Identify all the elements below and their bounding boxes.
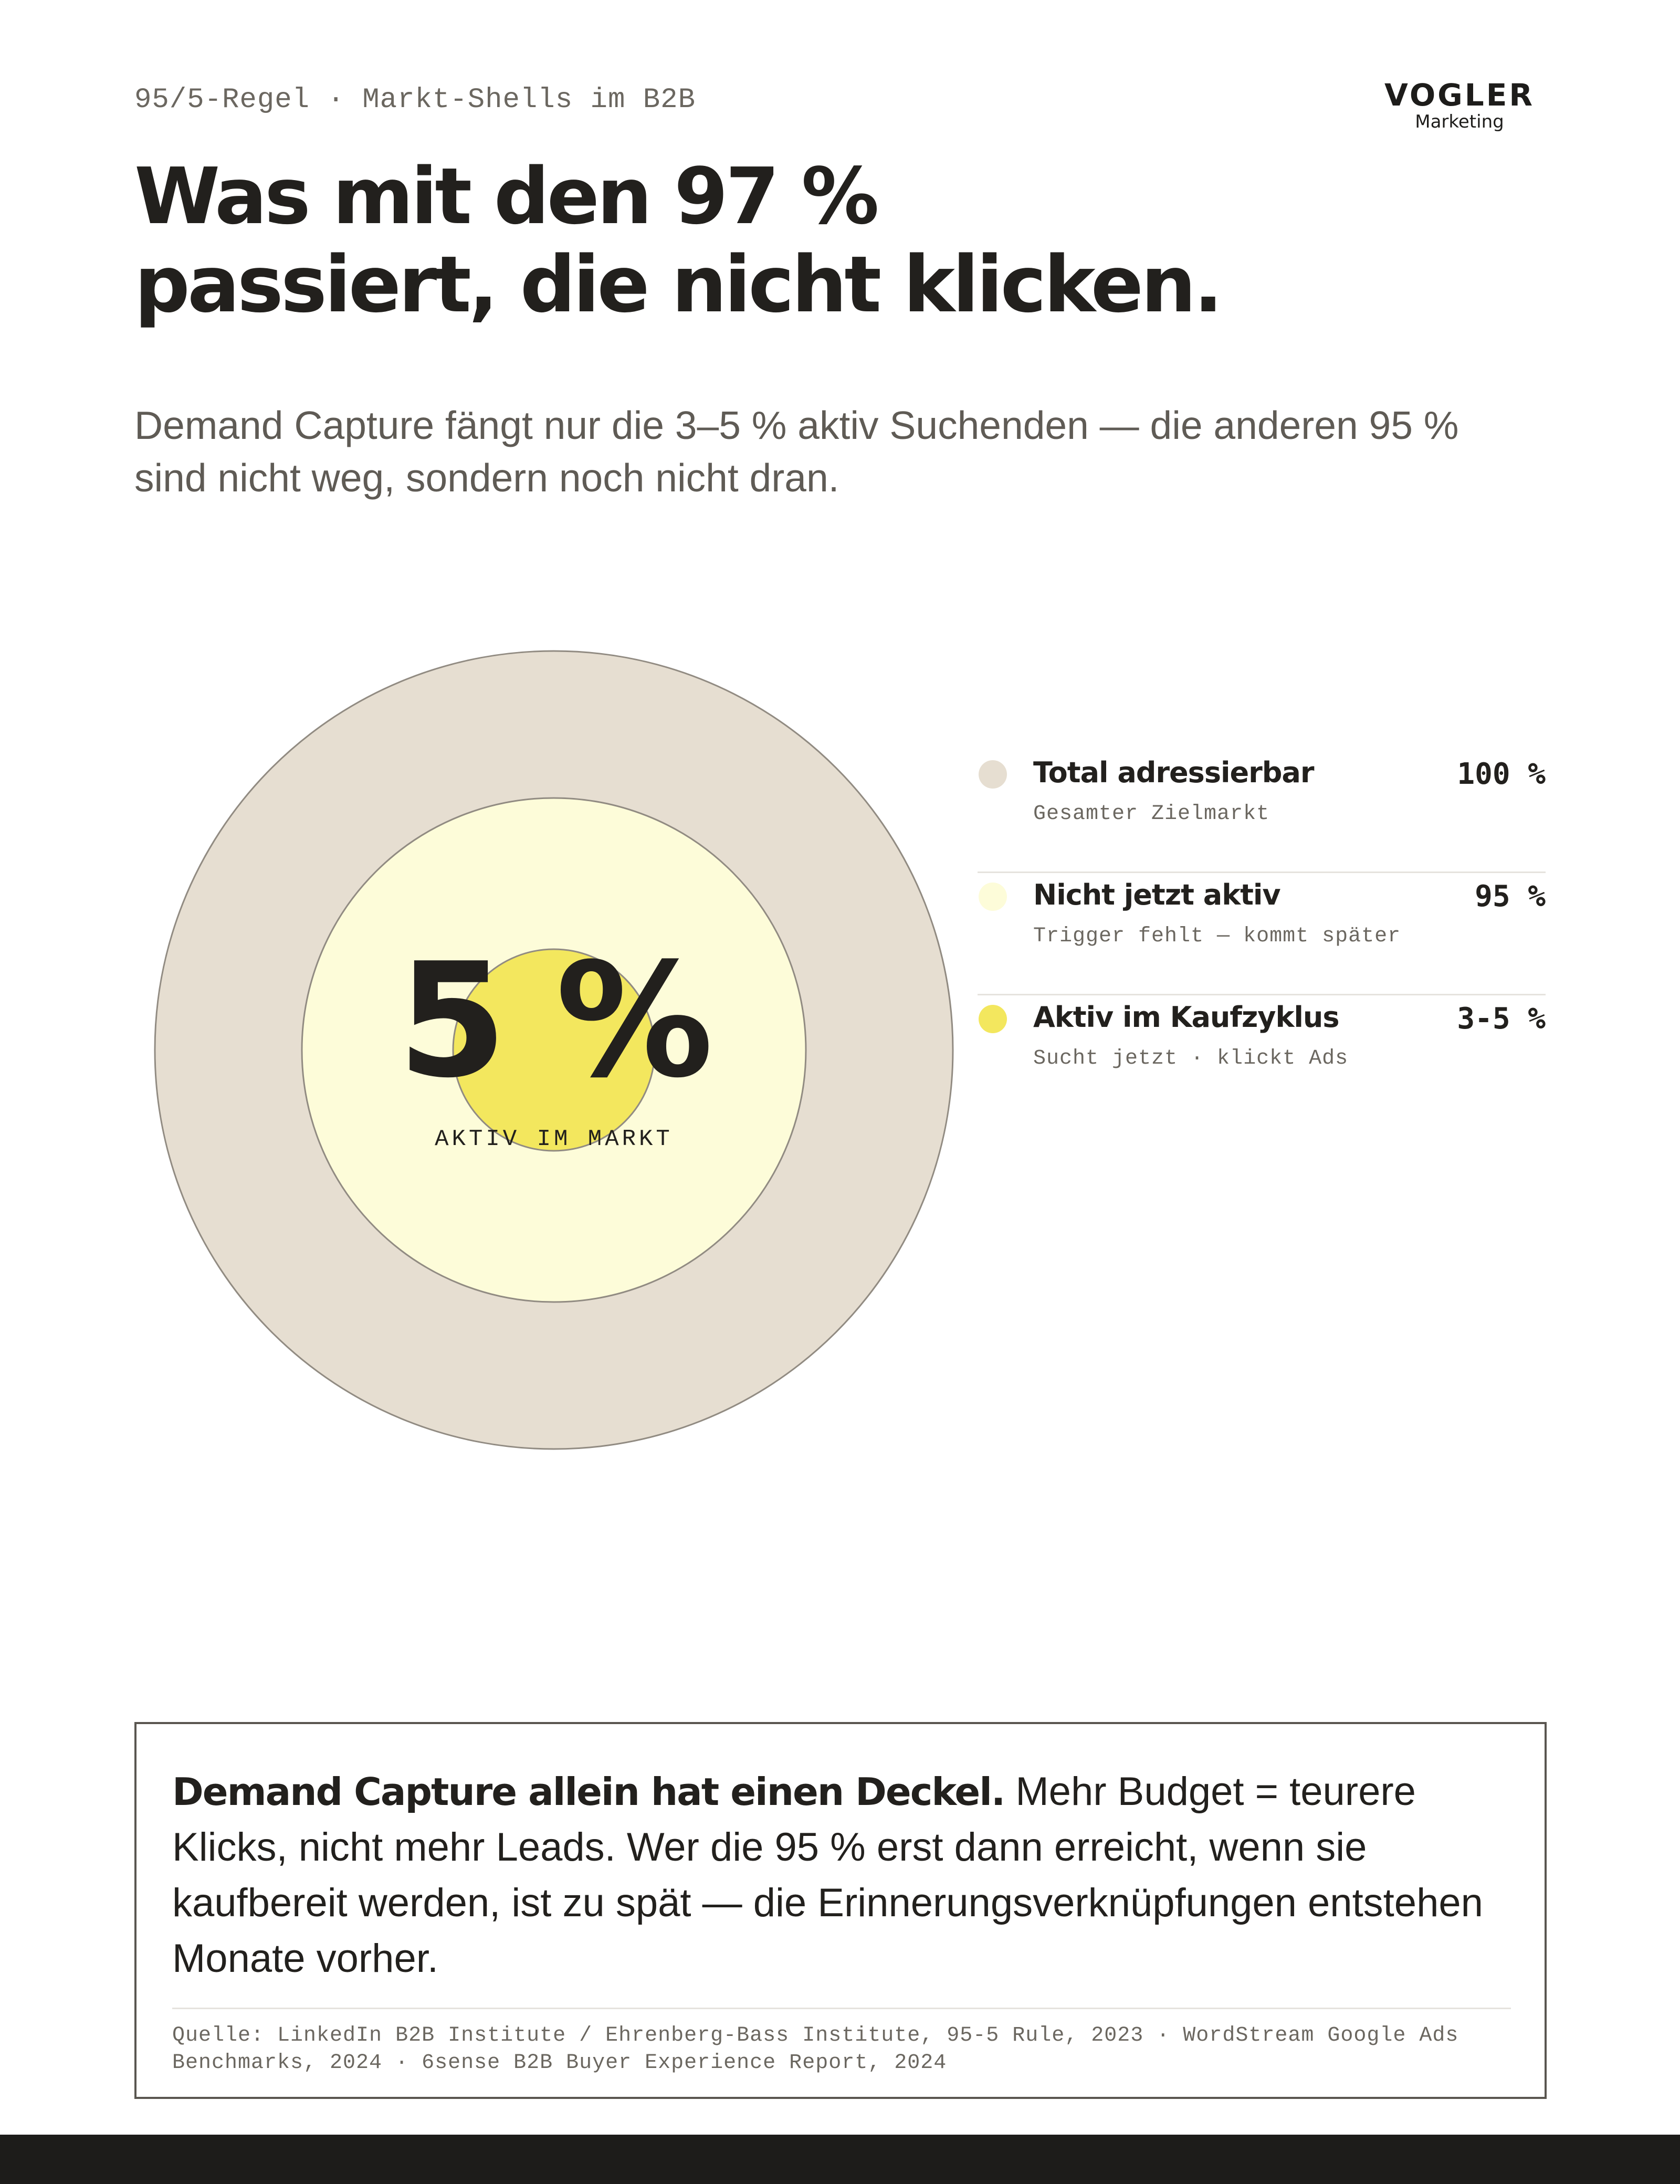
legend-dot: [979, 760, 1007, 789]
legend-value: 95 %: [1475, 879, 1546, 914]
center-label: AKTIV IM MARKT: [435, 1126, 673, 1152]
footer-bar: [0, 2135, 1680, 2184]
callout-divider: [172, 2008, 1511, 2009]
subline-line-2: sind nicht weg, sondern noch nicht dran.: [134, 456, 839, 500]
legend-title: Nicht jetzt aktiv: [1033, 878, 1281, 911]
callout-bold-lead: Demand Capture allein hat einen Deckel.: [172, 1770, 1005, 1814]
source-line-2: Benchmarks, 2024 · 6sense B2B Buyer Expe…: [172, 2051, 947, 2075]
legend-dot: [979, 883, 1007, 911]
market-circles-diagram: 5 % AKTIV IM MARKT: [152, 648, 956, 1452]
center-percentage: 5 %: [397, 929, 713, 1112]
brand-name: VOGLER: [1384, 77, 1535, 113]
headline-line-1: Was mit den 97 %: [134, 151, 879, 242]
legend-item-total: Total adressierbar 100 % Gesamter Zielma…: [978, 751, 1546, 873]
legend-title: Aktiv im Kaufzyklus: [1033, 1001, 1339, 1034]
legend-subtitle: Trigger fehlt — kommt später: [1033, 925, 1401, 948]
legend-title: Total adressierbar: [1033, 756, 1314, 789]
ring-active-buyers: [452, 948, 656, 1152]
callout-box: Demand Capture allein hat einen Deckel. …: [134, 1722, 1547, 2099]
subline: Demand Capture fängt nur die 3–5 % aktiv…: [134, 399, 1562, 504]
headline: Was mit den 97 % passiert, die nicht kli…: [134, 152, 1447, 329]
brand-tagline: Marketing: [1415, 111, 1504, 132]
legend-dot: [979, 1005, 1007, 1033]
callout-text: Demand Capture allein hat einen Deckel. …: [172, 1764, 1527, 1987]
legend-value: 100 %: [1457, 757, 1546, 791]
concentric-circles: [154, 650, 954, 1450]
eyebrow-label: 95/5-Regel · Markt-Shells im B2B: [134, 84, 696, 116]
headline-line-2: passiert, die nicht klicken.: [134, 239, 1223, 330]
legend-value: 3-5 %: [1457, 1002, 1546, 1036]
legend-item-not-active: Nicht jetzt aktiv 95 % Trigger fehlt — k…: [978, 873, 1546, 995]
legend-subtitle: Sucht jetzt · klickt Ads: [1033, 1047, 1349, 1070]
subline-line-1: Demand Capture fängt nur die 3–5 % aktiv…: [134, 403, 1459, 447]
source-note: Quelle: LinkedIn B2B Institute / Ehrenbe…: [172, 2022, 1516, 2077]
legend-item-active: Aktiv im Kaufzyklus 3-5 % Sucht jetzt · …: [978, 995, 1546, 1116]
legend: Total adressierbar 100 % Gesamter Zielma…: [978, 751, 1546, 1116]
brand-logo: VOGLER Marketing: [1376, 79, 1544, 132]
source-line-1: Quelle: LinkedIn B2B Institute / Ehrenbe…: [172, 2024, 1459, 2048]
callout-body: Mehr Budget = teurere Klicks, nicht mehr…: [172, 1769, 1483, 1981]
legend-subtitle: Gesamter Zielmarkt: [1033, 802, 1270, 826]
